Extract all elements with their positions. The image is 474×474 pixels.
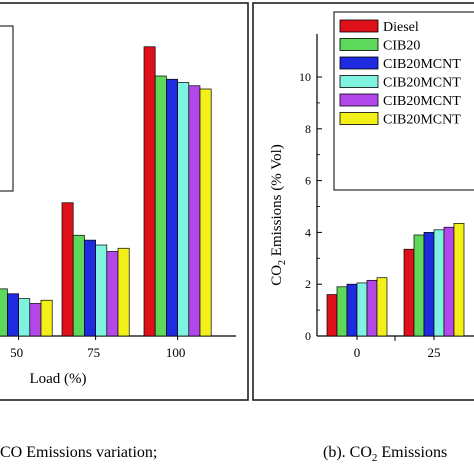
- right-legend: Diesel CIB20 CIB20MCNT CIB20MCNT CIB20MCNT CI…: [333, 11, 474, 191]
- left-caption: CO Emissions variation;: [0, 444, 157, 461]
- right-y-tick-label-4: 4: [305, 225, 311, 239]
- right-y-tick-label-8: 8: [305, 122, 311, 136]
- right-legend-label-1: CIB20: [383, 39, 420, 54]
- left-x-tick-label-75: 75: [87, 345, 100, 360]
- right-x-tick-label-0: 0: [354, 345, 361, 360]
- left-bar-75-s0: [61, 202, 74, 337]
- right-x-tick-label-25: 25: [428, 345, 441, 360]
- right-y-tick-label-10: 10: [299, 70, 311, 84]
- right-bar-0-s3: [356, 282, 368, 337]
- right-y-axis-label-rest: Emissions (% Vol): [269, 144, 285, 260]
- right-caption-prefix: (b). CO: [323, 444, 372, 461]
- right-bars: [326, 222, 465, 337]
- left-bar-100-s2: [166, 78, 178, 337]
- right-bar-0-s5: [376, 277, 388, 337]
- left-chart: 50 75 100 Load (%): [0, 2, 249, 401]
- right-bar-25-s2: [423, 232, 435, 337]
- left-bar-100-s3: [177, 82, 190, 337]
- left-x-tick-label-100: 100: [166, 345, 186, 360]
- right-legend-label-5: CIB20MCNT: [383, 113, 461, 128]
- right-y-axis-label-main: CO: [269, 265, 285, 286]
- right-bar-25-s4: [443, 226, 455, 337]
- right-legend-label-0: Diesel: [383, 20, 419, 35]
- right-y-tick-label-0: 0: [305, 329, 311, 343]
- left-bar-100-s0: [143, 46, 156, 337]
- left-bar-100-s5: [199, 88, 212, 337]
- right-y-tick-label-2: 2: [305, 277, 311, 291]
- left-bar-50-s5: [40, 299, 53, 337]
- right-legend-label-3: CIB20MCNT: [383, 76, 461, 91]
- left-bars: [0, 46, 212, 337]
- right-legend-swatch-3: [339, 75, 379, 88]
- left-bar-75-s4: [106, 251, 119, 337]
- right-bar-25-s5: [453, 222, 465, 337]
- right-bar-0-s4: [366, 279, 378, 337]
- left-bar-75-s1: [72, 234, 85, 337]
- left-bar-50-s1: [0, 288, 8, 337]
- left-bar-100-s1: [154, 75, 167, 337]
- right-caption: (b). CO2 Emissions: [323, 444, 447, 464]
- right-legend-swatch-4: [339, 93, 379, 107]
- left-bar-50-s3: [18, 298, 31, 337]
- right-bar-25-s3: [433, 229, 445, 337]
- left-bar-75-s5: [117, 247, 130, 337]
- left-x-ticks: 50 75 100: [10, 336, 185, 360]
- right-legend-label-2: CIB20MCNT: [383, 57, 461, 72]
- right-bar-0-s0: [326, 294, 338, 337]
- right-y-axis-label-sub: 2: [277, 260, 288, 265]
- left-x-axis-label: Load (%): [29, 371, 86, 387]
- left-legend-box: [0, 25, 14, 192]
- left-plot-frame: [0, 2, 249, 401]
- left-x-tick-label-50: 50: [10, 345, 23, 360]
- right-legend-swatch-5: [339, 112, 379, 125]
- right-legend-label-4: CIB20MCNT: [383, 94, 461, 109]
- right-y-axis-label: CO2 Emissions (% Vol): [269, 144, 288, 286]
- left-bar-50-s4: [29, 303, 42, 337]
- right-y-ticks: 0 2 4 6 8 10: [299, 70, 322, 343]
- right-legend-swatch-0: [339, 19, 379, 33]
- left-bar-50-s2: [7, 293, 19, 337]
- right-legend-swatch-2: [339, 56, 379, 70]
- left-bar-75-s2: [84, 239, 96, 337]
- right-legend-swatch-1: [339, 38, 379, 51]
- right-caption-suffix: Emissions: [377, 444, 447, 461]
- left-bar-75-s3: [95, 244, 108, 337]
- left-bar-100-s4: [188, 85, 201, 337]
- right-bar-25-s1: [413, 234, 425, 337]
- right-bar-25-s0: [403, 248, 415, 337]
- right-bar-0-s2: [346, 283, 358, 337]
- right-y-tick-label-6: 6: [305, 174, 311, 188]
- right-plot-frame: [252, 2, 474, 401]
- right-caption-sub: 2: [372, 452, 378, 464]
- right-bar-0-s1: [336, 286, 348, 337]
- right-x-ticks: 0 25: [354, 336, 441, 360]
